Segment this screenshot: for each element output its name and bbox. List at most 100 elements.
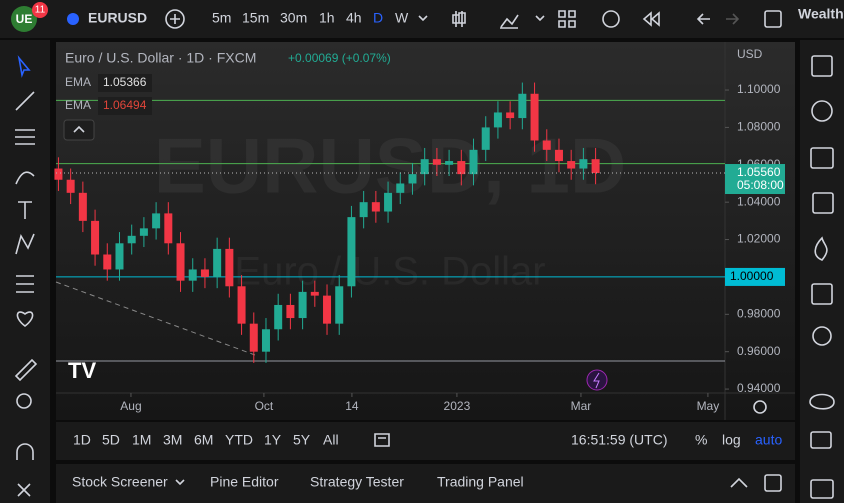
footer-tab[interactable]: Stock Screener xyxy=(72,474,168,490)
indicators[interactable] xyxy=(500,14,519,29)
calendar[interactable] xyxy=(811,283,833,305)
candle-body xyxy=(554,149,563,162)
candle-body xyxy=(152,213,161,229)
right-sidebar xyxy=(800,40,844,503)
range-button[interactable]: All xyxy=(323,432,339,448)
candle-body xyxy=(506,112,515,119)
go-to-date[interactable] xyxy=(374,433,390,447)
layouts[interactable] xyxy=(558,10,576,28)
range-button[interactable]: 5D xyxy=(102,432,120,448)
ema-name: EMA xyxy=(65,98,91,112)
event-marker[interactable] xyxy=(586,369,608,391)
watchlist[interactable] xyxy=(811,55,833,77)
time-tick-label: Oct xyxy=(255,399,274,413)
brush-tool[interactable] xyxy=(15,171,35,185)
add-symbol[interactable] xyxy=(165,9,185,29)
range-button[interactable]: 6M xyxy=(194,432,213,448)
screener-menu[interactable] xyxy=(175,479,185,486)
timeframe[interactable]: 30m xyxy=(280,10,307,26)
range-button[interactable]: 3M xyxy=(163,432,182,448)
timeframes: 5m 15m 30m 1h 4h D W xyxy=(212,10,409,26)
candle-body xyxy=(310,291,319,296)
notifications[interactable] xyxy=(810,479,834,499)
price-tick-label: 0.96000 xyxy=(737,344,781,358)
streams[interactable] xyxy=(810,431,832,449)
symbol[interactable]: EURUSD xyxy=(88,10,147,26)
panel-toggle[interactable] xyxy=(730,477,748,488)
range-button[interactable]: YTD xyxy=(225,432,253,448)
currency[interactable]: USD xyxy=(737,47,763,61)
tf-menu[interactable] xyxy=(418,15,428,22)
candle-body xyxy=(432,159,441,165)
candle-body xyxy=(530,93,539,141)
legend-change: +0.00069 (+0.07%) xyxy=(288,51,391,65)
log-toggle[interactable]: log xyxy=(722,432,741,448)
alerts[interactable] xyxy=(811,100,833,122)
alert[interactable] xyxy=(602,10,620,28)
range-button[interactable]: 1M xyxy=(132,432,151,448)
candle-body xyxy=(518,93,527,119)
hotlists[interactable] xyxy=(814,236,828,261)
drawing-tools xyxy=(14,55,38,497)
percent-toggle[interactable]: % xyxy=(695,432,707,448)
ind-menu[interactable] xyxy=(535,15,545,22)
data-window[interactable] xyxy=(812,192,834,214)
ideas[interactable] xyxy=(812,326,832,346)
lock[interactable] xyxy=(17,483,31,497)
range-button[interactable]: 5Y xyxy=(293,432,311,448)
candle-body xyxy=(420,159,429,175)
candle-body xyxy=(237,286,246,324)
redo xyxy=(726,13,740,25)
candle-body xyxy=(384,192,393,212)
news[interactable] xyxy=(810,147,834,169)
footer-tab[interactable]: Strategy Tester xyxy=(310,474,404,490)
range-button[interactable]: 1D xyxy=(73,432,91,448)
range-button[interactable]: 1Y xyxy=(264,432,282,448)
auto-toggle[interactable]: auto xyxy=(755,432,782,448)
candle-body xyxy=(66,179,75,193)
chart-type[interactable] xyxy=(452,11,466,27)
footer-tab[interactable]: Trading Panel xyxy=(437,474,524,490)
chats[interactable] xyxy=(809,393,835,410)
candle-body xyxy=(188,269,197,281)
price-tick-label: 1.08000 xyxy=(737,120,781,134)
badge xyxy=(32,2,48,18)
logo[interactable] xyxy=(11,6,37,32)
candle-body xyxy=(396,183,405,193)
timeframe[interactable]: D xyxy=(373,10,383,26)
range-bar xyxy=(56,422,795,460)
account[interactable]: Wealthy xyxy=(798,6,844,22)
favorites[interactable] xyxy=(16,311,34,328)
cursor-tool[interactable] xyxy=(17,55,31,78)
candle-body xyxy=(164,213,173,244)
settings[interactable] xyxy=(753,400,767,414)
ruler[interactable] xyxy=(14,358,38,382)
timeframe[interactable]: 15m xyxy=(242,10,269,26)
candle-body xyxy=(91,220,100,255)
tv-logo: TV xyxy=(68,358,96,383)
magnet[interactable] xyxy=(16,443,34,460)
candle-body xyxy=(225,248,234,287)
timeframe[interactable]: 5m xyxy=(212,10,231,26)
timeframe[interactable]: 1h xyxy=(319,10,335,26)
timeframe[interactable]: W xyxy=(395,10,409,26)
flag xyxy=(67,13,79,25)
line-tool[interactable] xyxy=(15,91,35,111)
legend-collapse[interactable] xyxy=(63,119,95,141)
candle-body xyxy=(579,159,588,169)
maximize[interactable] xyxy=(764,474,782,492)
forecast-tool[interactable] xyxy=(16,275,34,293)
replay[interactable] xyxy=(642,11,660,27)
text-tool[interactable] xyxy=(18,201,32,219)
clock: 16:51:59 (UTC) xyxy=(571,432,667,448)
timeframe[interactable]: 4h xyxy=(346,10,362,26)
candle-body xyxy=(469,149,478,175)
fib-tool[interactable] xyxy=(15,129,35,145)
price-tick-label: 0.98000 xyxy=(737,306,781,320)
candle-body xyxy=(323,295,332,324)
footer-tab[interactable]: Pine Editor xyxy=(210,474,279,490)
pattern-tool[interactable] xyxy=(15,233,35,255)
undo[interactable] xyxy=(696,13,710,25)
fullscreen[interactable] xyxy=(764,10,782,28)
zoom[interactable] xyxy=(16,393,32,409)
